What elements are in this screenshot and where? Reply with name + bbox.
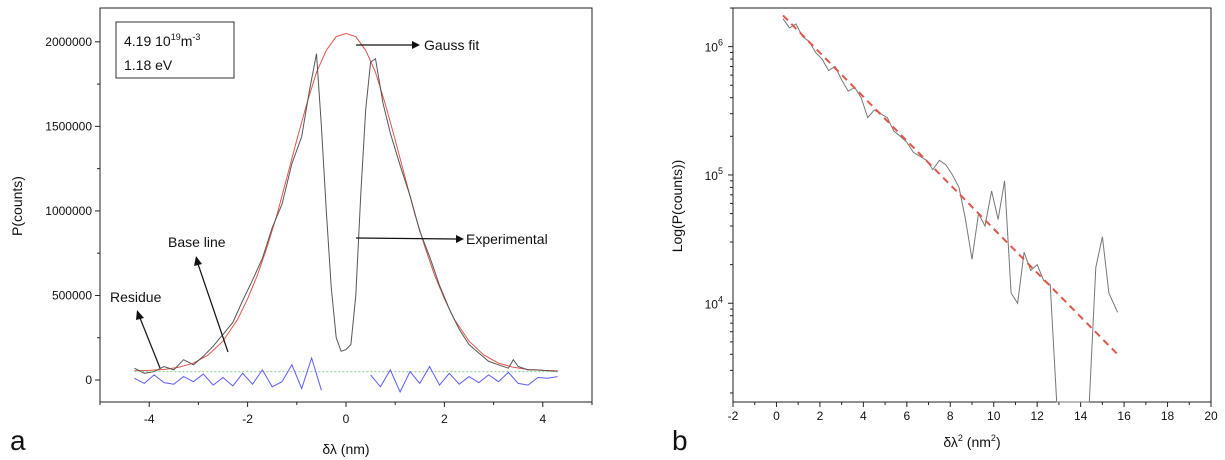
panel-b-series-data <box>782 18 1119 403</box>
panel-a-x-tick-label: 0 <box>343 412 350 426</box>
panel-a-x-tick-label: -2 <box>242 412 253 426</box>
panel-b-x-tick-label: 8 <box>947 409 954 423</box>
experimental-label: Experimental <box>466 231 548 247</box>
panel-a-x-axis-label: δλ (nm) <box>322 441 369 457</box>
panel-a-x-tick-label: 4 <box>539 412 546 426</box>
panel-a-series-gauss-fit <box>134 32 558 372</box>
y-tick-base: 10 <box>705 41 719 55</box>
panel-b-x-tick-label: 14 <box>1074 409 1088 423</box>
panel-a-info-line2: 1.18 eV <box>124 57 173 73</box>
base-line-arrow <box>197 263 229 353</box>
info-line1-sup: 19 <box>171 32 181 42</box>
panel-a: -4 -2 0 2 4 0 500000 1000000 1500000 2000000 4.1… <box>9 7 593 457</box>
panel-b-x-axis-label: δλ2 (nm2) <box>943 433 1000 450</box>
panel-b-plot-frame <box>732 7 1212 403</box>
panel-b-x-ticks: -2 0 2 4 6 8 10 12 14 16 18 20 <box>728 402 1218 423</box>
panel-a-x-ticks: -4 -2 0 2 4 <box>99 402 593 426</box>
panel-b-x-tick-label: 2 <box>817 409 824 423</box>
x-label-sup: 2 <box>958 433 963 443</box>
panel-b-letter: b <box>672 425 688 456</box>
panel-b-x-tick-label: 6 <box>903 409 910 423</box>
y-tick-base: 10 <box>705 297 719 311</box>
panel-b-x-tick-label: 4 <box>860 409 867 423</box>
panel-b-y-tick-label: 105 <box>705 166 723 183</box>
panel-b-x-tick-label: 12 <box>1031 409 1045 423</box>
panel-b-x-tick-label: 10 <box>987 409 1001 423</box>
gauss-fit-label: Gauss fit <box>424 37 479 53</box>
panel-a-annotations: Gauss fit Experimental Base line Residue <box>110 37 548 369</box>
panel-a-y-tick-label: 1500000 <box>45 119 92 133</box>
residue-label: Residue <box>110 289 162 305</box>
residue-arrow <box>139 317 161 369</box>
panel-a-y-axis-label: P(counts) <box>9 176 25 236</box>
x-label-close: ) <box>996 434 1001 450</box>
panel-a-y-tick-label: 2000000 <box>45 35 92 49</box>
panel-b-series-fit <box>782 14 1119 356</box>
y-tick-exp: 6 <box>718 38 723 48</box>
panel-b-y-axis-label: Log(P(counts)) <box>669 160 685 253</box>
y-tick-exp: 5 <box>718 166 723 176</box>
panel-a-x-tick-label: 2 <box>441 412 448 426</box>
info-line1-unit: m <box>181 33 193 49</box>
y-tick-exp: 4 <box>718 294 723 304</box>
panel-a-info-line1: 4.19 1019m-3 <box>124 32 200 49</box>
panel-a-series-residue <box>134 356 558 394</box>
y-tick-base: 10 <box>705 169 719 183</box>
x-label-unit-sup: 2 <box>991 433 996 443</box>
panel-a-y-tick-label: 1000000 <box>45 204 92 218</box>
panel-a-y-tick-label: 500000 <box>52 288 92 302</box>
panel-a-y-ticks: 0 500000 1000000 1500000 2000000 <box>45 35 100 387</box>
info-line1-base: 4.19 10 <box>124 33 171 49</box>
panel-b-x-tick-label: -2 <box>728 409 739 423</box>
panel-a-info-box <box>115 21 235 79</box>
residue-arrowhead <box>136 310 144 320</box>
panel-b-x-tick-label: 20 <box>1204 409 1218 423</box>
base-line-label: Base line <box>168 234 226 250</box>
panel-b-x-tick-label: 16 <box>1117 409 1131 423</box>
panel-b-x-tick-label: 18 <box>1161 409 1175 423</box>
panel-b-y-tick-label: 104 <box>705 294 723 311</box>
base-line-arrowhead <box>194 256 202 266</box>
info-line1-unit-sup: -3 <box>192 32 200 42</box>
gauss-fit-arrowhead <box>412 41 420 49</box>
panel-b-x-tick-label: 0 <box>773 409 780 423</box>
panel-a-x-tick-label: -4 <box>144 412 155 426</box>
panel-b-y-tick-label: 106 <box>705 38 723 55</box>
panel-a-letter: a <box>10 425 26 456</box>
panel-a-series <box>134 32 558 394</box>
panel-a-y-tick-label: 0 <box>85 373 92 387</box>
x-label-base: δλ <box>943 434 958 450</box>
panel-a-series-experimental <box>134 53 558 374</box>
panel-b-series <box>782 14 1119 403</box>
x-label-unit: (nm <box>963 434 991 450</box>
experimental-arrow <box>355 237 457 240</box>
experimental-arrowhead <box>456 235 464 243</box>
